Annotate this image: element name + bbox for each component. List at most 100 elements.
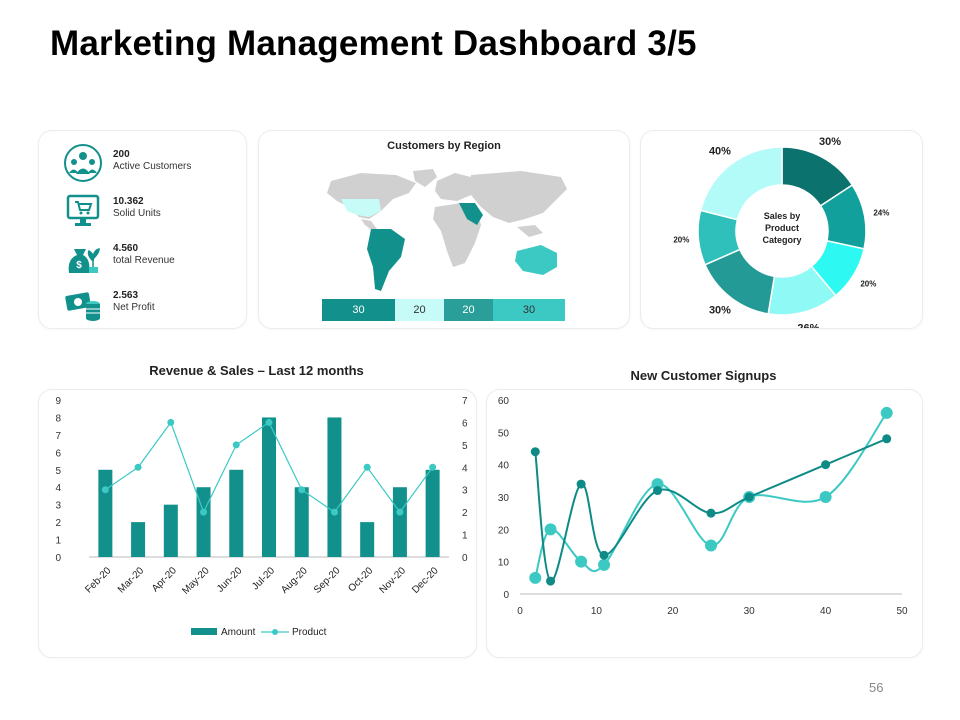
signup-point (575, 555, 588, 568)
x-axis-tick-label: Jun-20 (215, 565, 245, 595)
kpi-label: Net Profit (113, 302, 155, 313)
revenue-sales-chart: 0 1 2 3 4 5 6 7 8 9 0 1 2 3 4 5 6 7 Feb-20 Mar-20 Apr-20 May-… (55, 396, 468, 638)
product-point (363, 463, 371, 471)
product-point (134, 463, 142, 471)
region-bar-segment: 20 (444, 299, 493, 321)
y-axis-tick-label: 5 (55, 466, 61, 477)
product-point (330, 508, 338, 516)
product-point (429, 463, 437, 471)
signup-point (576, 479, 586, 489)
product-point (232, 441, 240, 449)
legend-amount-swatch (191, 628, 217, 635)
donut-slice-label: 20% (673, 235, 689, 244)
page-number: 56 (869, 680, 884, 695)
y2-axis-tick-label: 6 (462, 418, 468, 429)
revenue-chart-title: Revenue & Sales – Last 12 months (149, 363, 364, 378)
cash-coins-icon (65, 292, 100, 321)
y-axis-tick-label: 2 (55, 518, 61, 529)
donut-slice-label: 24% (873, 209, 889, 218)
cart-icon (66, 194, 100, 226)
signup-point (546, 576, 556, 586)
x-axis-tick-label: Sep-20 (312, 565, 343, 596)
y-axis-tick-label: 6 (55, 448, 61, 459)
product-point (265, 418, 273, 426)
y-axis-tick-label: 4 (55, 483, 61, 494)
signup-point (744, 492, 754, 502)
x-axis-tick-label: Dec-20 (410, 565, 441, 596)
map-australia (515, 245, 557, 275)
x-axis-tick-label: 20 (667, 606, 679, 617)
signup-point (544, 523, 557, 536)
donut-center-line: Category (762, 235, 801, 245)
donut-card: Sales by Product Category 30% 24% 20% 26% 30% 2… (640, 130, 923, 329)
bar-amount (360, 522, 375, 557)
kpi-active-customers: 200 Active Customers (63, 143, 253, 183)
kpi-value: 10.362 (113, 196, 144, 207)
bar-amount (262, 417, 276, 557)
bar-amount (392, 487, 407, 557)
donut-slice-label: 30% (819, 136, 841, 148)
kpi-value: 4.560 (113, 243, 139, 254)
map-southeast-asia (517, 225, 543, 237)
bar-amount (131, 522, 146, 557)
y-axis-tick-label: 60 (498, 396, 510, 407)
sales-by-category-donut: Sales by Product Category 30% 24% 20% 26% 30% 2… (673, 136, 889, 328)
map-europe (435, 173, 471, 201)
x-axis-tick-label: Mar-20 (116, 565, 146, 595)
map-usa (341, 199, 381, 217)
y2-axis-tick-label: 4 (462, 463, 468, 474)
x-axis-tick-label: Feb-20 (83, 565, 113, 595)
signup-point (706, 508, 716, 518)
legend-amount-label: Amount (221, 627, 256, 638)
map-asia (471, 171, 567, 223)
y-axis-tick-label: 30 (498, 493, 510, 504)
bar-amount (294, 487, 309, 557)
signup-point (651, 478, 664, 491)
product-point (298, 486, 306, 494)
region-bar-segment: 20 (395, 299, 444, 321)
y2-axis-tick-label: 3 (462, 486, 468, 497)
bar-amount (229, 469, 244, 557)
kpi-label: Active Customers (113, 161, 192, 172)
y-axis-tick-label: 20 (498, 525, 510, 536)
map-central-america (361, 219, 377, 231)
y2-axis-tick-label: 5 (462, 441, 468, 452)
region-bar-segment: 30 (322, 299, 395, 321)
y2-axis-tick-label: 1 (462, 531, 468, 542)
revenue-card: 0 1 2 3 4 5 6 7 8 9 0 1 2 3 4 5 6 7 Feb-20 Mar-20 Apr-20 May-… (38, 389, 477, 658)
donut-center-label: Sales by Product Category (762, 211, 801, 245)
signups-chart-title: New Customer Signups (630, 368, 777, 383)
bar-amount (327, 417, 342, 557)
x-axis-tick-label: 50 (896, 606, 908, 617)
y-axis-tick-label: 8 (55, 413, 61, 424)
map-title: Customers by Region (387, 140, 501, 152)
x-axis-tick-label: 0 (517, 606, 523, 617)
x-axis-tick-label: Apr-20 (150, 565, 179, 594)
y-axis-tick-label: 10 (498, 558, 510, 569)
bar-amount (98, 469, 113, 557)
bar-amount (425, 469, 440, 557)
map-north-america (327, 173, 416, 219)
new-customer-signups-chart: 0 10 20 30 40 50 60 0 10 20 30 40 50 (498, 396, 908, 617)
donut-center-line: Sales by (764, 211, 801, 221)
y2-axis-tick-label: 0 (462, 553, 468, 564)
map-south-america (367, 229, 405, 291)
donut-slice-label: 40% (709, 145, 731, 157)
y-axis-tick-label: 50 (498, 428, 510, 439)
signup-point (880, 406, 893, 419)
legend-product-label: Product (292, 627, 327, 638)
product-point (167, 418, 175, 426)
map-card: Customers by Region 30 20 20 30 (258, 130, 630, 329)
bar-amount (163, 504, 178, 557)
region-bar-segment: 30 (493, 299, 565, 321)
y-axis-tick-label: 1 (55, 536, 61, 547)
donut-slice-label: 20% (860, 279, 876, 288)
y-axis-tick-label: 3 (55, 501, 61, 512)
donut-center-line: Product (765, 223, 799, 233)
signup-point (598, 558, 611, 571)
map-greenland (413, 169, 437, 187)
y2-axis-tick-label: 2 (462, 508, 468, 519)
legend-product-marker (272, 629, 278, 635)
money-bag-icon: $ (68, 247, 100, 273)
signups-card: 0 10 20 30 40 50 60 0 10 20 30 40 50 (486, 389, 923, 658)
